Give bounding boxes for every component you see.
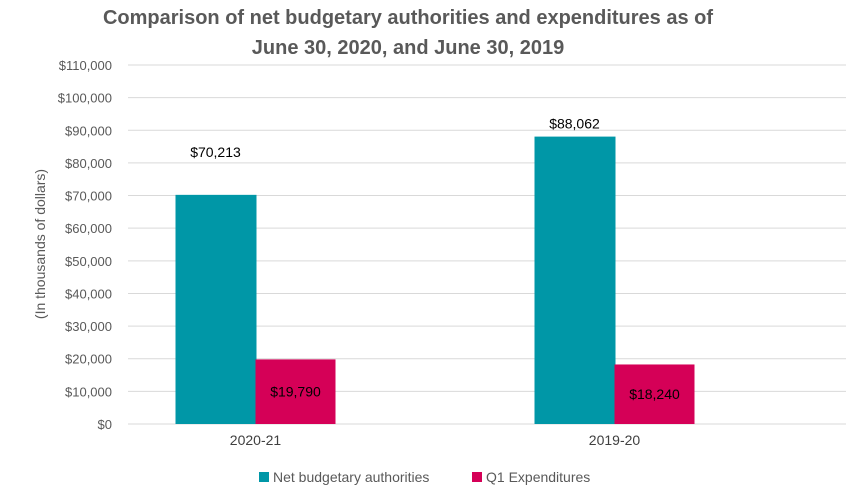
data-label: $18,240: [629, 386, 680, 402]
legend-item: Net budgetary authorities: [259, 469, 429, 485]
chart-title-line-2: June 30, 2020, and June 30, 2019: [252, 37, 564, 59]
y-tick-label: $70,000: [65, 189, 112, 204]
y-tick-label: $90,000: [65, 123, 112, 138]
y-tick-label: $80,000: [65, 156, 112, 171]
y-tick-label: $110,000: [59, 58, 112, 73]
y-tick-label: $20,000: [65, 352, 112, 367]
legend-swatch: [472, 472, 482, 482]
x-tick-label: 2019-20: [589, 432, 641, 448]
x-tick-label: 2020-21: [230, 432, 282, 448]
y-tick-label: $0: [98, 417, 112, 432]
y-tick-label: $100,000: [58, 91, 112, 106]
chart-title: Comparison of net budgetary authorities …: [103, 7, 713, 59]
legend-label: Net budgetary authorities: [273, 469, 429, 485]
x-axis-ticks: 2020-21 2019-20: [230, 432, 641, 448]
y-axis-ticks: $0 $10,000 $20,000 $30,000 $40,000 $50,000 $60…: [58, 58, 112, 432]
bar-net-budgetary-authorities: [175, 194, 257, 424]
y-tick-label: $60,000: [65, 221, 112, 236]
bar-net-budgetary-authorities: [534, 136, 616, 424]
legend-swatch: [259, 472, 269, 482]
legend-label: Q1 Expenditures: [486, 469, 590, 485]
legend-item: Q1 Expenditures: [472, 469, 590, 485]
y-tick-label: $30,000: [65, 319, 112, 334]
data-label: $88,062: [549, 116, 600, 132]
y-tick-label: $50,000: [65, 254, 112, 269]
legend: Net budgetary authorities Q1 Expenditures: [259, 469, 590, 485]
bar-q1-expenditures: [255, 359, 336, 424]
data-label: $19,790: [270, 384, 321, 400]
data-label: $70,213: [190, 144, 241, 160]
data-labels: $70,213 $19,790 $88,062 $18,240: [190, 116, 680, 403]
chart-title-line-1: Comparison of net budgetary authorities …: [103, 7, 713, 29]
y-axis-label: (In thousands of dollars): [32, 169, 48, 319]
y-tick-label: $40,000: [65, 286, 112, 301]
bars: [175, 136, 695, 424]
bar-q1-expenditures: [614, 364, 695, 424]
y-tick-label: $10,000: [65, 384, 112, 399]
